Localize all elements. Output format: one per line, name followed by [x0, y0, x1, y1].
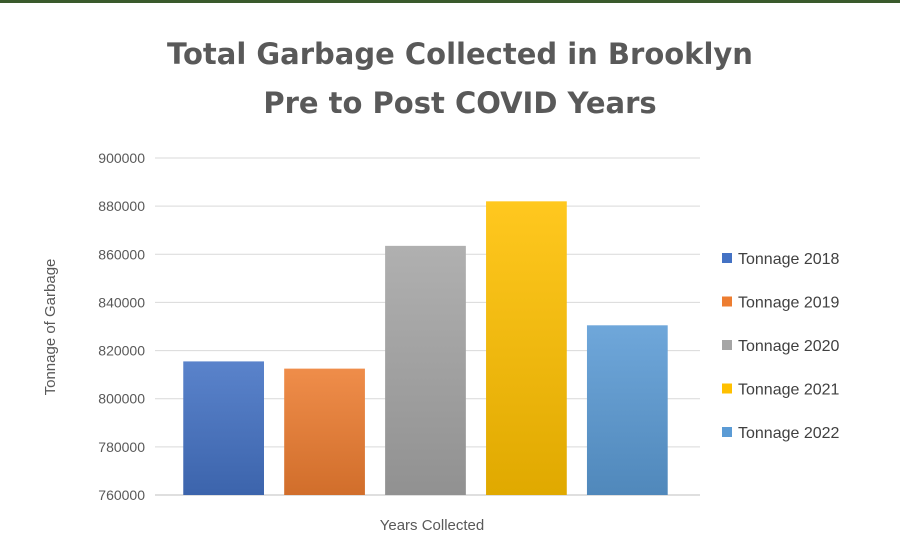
- bar-tonnage-2019: [284, 368, 365, 495]
- chart-title-line-2: Pre to Post COVID Years: [263, 86, 657, 120]
- legend-label: Tonnage 2021: [738, 382, 840, 399]
- y-tick-label: 780000: [98, 439, 145, 455]
- y-axis-title: Tonnage of Garbage: [42, 259, 59, 396]
- top-border-rule: [0, 0, 900, 3]
- x-axis-title: Years Collected: [380, 517, 485, 534]
- bar-tonnage-2018: [183, 361, 264, 495]
- legend-label: Tonnage 2018: [738, 251, 840, 268]
- legend-swatch: [722, 340, 732, 350]
- legend-label: Tonnage 2019: [738, 295, 840, 312]
- bar-tonnage-2020: [385, 245, 466, 495]
- y-tick-label: 840000: [98, 294, 145, 310]
- y-tick-label: 860000: [98, 246, 145, 262]
- legend-swatch: [722, 296, 732, 307]
- legend-label: Tonnage 2022: [738, 425, 840, 442]
- y-tick-label: 760000: [98, 487, 145, 503]
- legend-swatch: [722, 383, 732, 394]
- chart-title-line-1: Total Garbage Collected in Brooklyn: [167, 37, 753, 71]
- legend-swatch: [722, 253, 732, 263]
- legend: Tonnage 2018 Tonnage 2019 Tonnage 2020 Tonn…: [722, 251, 840, 442]
- y-tick-label: 880000: [98, 198, 145, 214]
- bar-tonnage-2021: [486, 201, 567, 496]
- y-axis-ticks: 760000 780000 800000 820000 840000 860000 8800…: [98, 150, 145, 503]
- bars: [183, 201, 668, 496]
- bar-tonnage-2022: [586, 325, 668, 495]
- y-tick-label: 900000: [98, 150, 145, 166]
- y-tick-label: 800000: [98, 391, 145, 407]
- y-tick-label: 820000: [98, 343, 145, 359]
- legend-swatch: [722, 427, 732, 437]
- legend-label: Tonnage 2020: [738, 338, 840, 355]
